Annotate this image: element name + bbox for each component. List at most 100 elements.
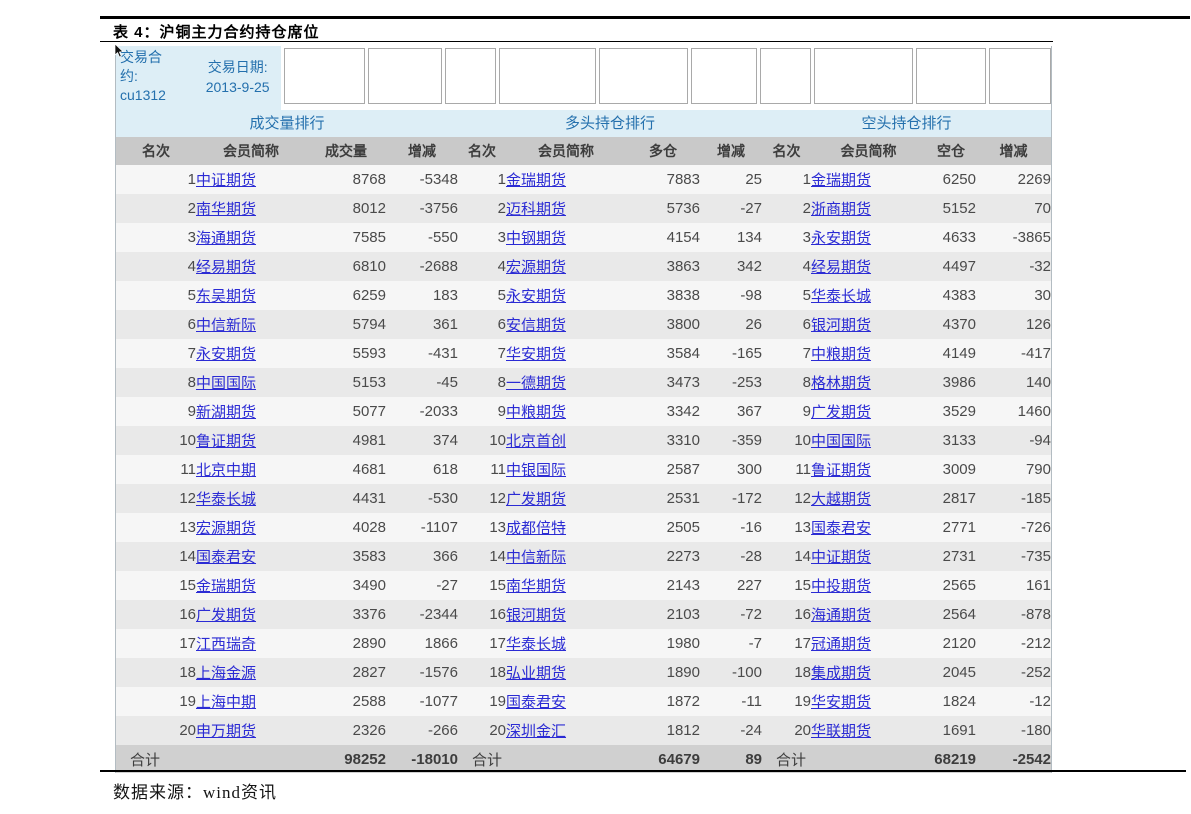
contract-cell: 交易合约: cu1312 (116, 46, 195, 110)
member-link[interactable]: 上海金源 (196, 665, 257, 682)
member-link[interactable]: 银河期货 (506, 607, 567, 624)
member-cell: 鲁证期货 (196, 426, 306, 455)
member-link[interactable]: 中银国际 (506, 462, 567, 479)
member-link[interactable]: 鲁证期货 (196, 433, 257, 450)
member-link[interactable]: 金瑞期货 (196, 578, 257, 595)
member-link[interactable]: 中信新际 (506, 549, 567, 566)
member-link[interactable]: 永安期货 (811, 230, 872, 247)
totals-label: 合计 (130, 751, 161, 769)
member-link[interactable]: 大越期货 (811, 491, 872, 508)
member-link[interactable]: 冠通期货 (811, 636, 872, 653)
member-cell: 中粮期货 (506, 397, 626, 426)
member-link[interactable]: 经易期货 (196, 259, 257, 276)
rank-cell: 12 (794, 490, 811, 507)
member-link[interactable]: 北京中期 (196, 462, 257, 479)
member-link[interactable]: 中粮期货 (506, 404, 567, 421)
member-link[interactable]: 北京首创 (506, 433, 567, 450)
member-link[interactable]: 深圳金汇 (506, 723, 567, 740)
member-link[interactable]: 成都倍特 (506, 520, 567, 537)
member-cell: 中银国际 (506, 455, 626, 484)
empty-cell (760, 48, 811, 104)
member-link[interactable]: 华泰长城 (196, 491, 257, 508)
value-cell: 3376 (352, 606, 386, 623)
member-link[interactable]: 南华期货 (506, 578, 567, 595)
member-link[interactable]: 永安期货 (506, 288, 567, 305)
member-link[interactable]: 国泰君安 (506, 694, 567, 711)
bottom-rule (100, 770, 1186, 772)
member-link[interactable]: 中钢期货 (506, 230, 567, 247)
value-cell: 3800 (666, 316, 700, 333)
member-link[interactable]: 申万期货 (196, 723, 257, 740)
member-link[interactable]: 永安期货 (196, 346, 257, 363)
empty-cell (989, 48, 1051, 104)
member-link[interactable]: 一德期货 (506, 375, 567, 392)
table-row: 9 新湖期货 5077 -2033 9 中粮期货 3342 367 9 广发期货 3529 1460 (116, 397, 1051, 426)
member-link[interactable]: 弘业期货 (506, 665, 567, 682)
member-link[interactable]: 集成期货 (811, 665, 872, 682)
member-link[interactable]: 银河期货 (811, 317, 872, 334)
value-cell: 6259 (352, 287, 386, 304)
member-link[interactable]: 金瑞期货 (506, 172, 567, 189)
section-header-long: 多头持仓排行 (564, 115, 655, 132)
value-cell: -359 (731, 432, 762, 449)
member-link[interactable]: 金瑞期货 (811, 172, 872, 189)
member-link[interactable]: 华安期货 (506, 346, 567, 363)
member-link[interactable]: 鲁证期货 (811, 462, 872, 479)
member-link[interactable]: 中国国际 (196, 375, 257, 392)
member-cell: 东吴期货 (196, 281, 306, 310)
value-cell: 4497 (942, 258, 976, 275)
member-link[interactable]: 东吴期货 (196, 288, 257, 305)
rank-cell: 2 (802, 200, 811, 217)
member-cell: 中钢期货 (506, 223, 626, 252)
rank-cell: 6 (802, 316, 811, 333)
value-cell: -2344 (419, 606, 458, 623)
member-link[interactable]: 浙商期货 (811, 201, 872, 218)
member-link[interactable]: 广发期货 (506, 491, 567, 508)
member-link[interactable]: 中信新际 (196, 317, 257, 334)
member-link[interactable]: 宏源期货 (506, 259, 567, 276)
member-link[interactable]: 格林期货 (811, 375, 872, 392)
member-cell: 宏源期货 (196, 513, 306, 542)
rank-cell: 14 (794, 548, 811, 565)
table-row: 15 金瑞期货 3490 -27 15 南华期货 2143 227 15 中投期货 2565 161 (116, 571, 1051, 600)
member-link[interactable]: 宏源期货 (196, 520, 257, 537)
member-link[interactable]: 迈科期货 (506, 201, 567, 218)
value-cell: 3133 (942, 432, 976, 449)
member-link[interactable]: 海通期货 (811, 607, 872, 624)
member-link[interactable]: 中证期货 (811, 549, 872, 566)
member-link[interactable]: 华泰长城 (506, 636, 567, 653)
value-cell: 2143 (666, 577, 700, 594)
table-row: 6 中信新际 5794 361 6 安信期货 3800 26 6 银河期货 4370 126 (116, 310, 1051, 339)
member-link[interactable]: 华安期货 (811, 694, 872, 711)
member-link[interactable]: 中粮期货 (811, 346, 872, 363)
value-cell: 2771 (942, 519, 976, 536)
member-link[interactable]: 安信期货 (506, 317, 567, 334)
value-cell: 227 (736, 577, 762, 594)
value-cell: 2564 (942, 606, 976, 623)
member-link[interactable]: 南华期货 (196, 201, 257, 218)
rank-cell: 5 (187, 287, 196, 304)
contract-value: cu1312 (120, 87, 166, 103)
member-link[interactable]: 江西瑞奇 (196, 636, 257, 653)
table-row: 1 中证期货 8768 -5348 1 金瑞期货 7883 25 1 金瑞期货 6250 2269 (116, 165, 1051, 194)
rank-cell: 4 (802, 258, 811, 275)
member-link[interactable]: 华联期货 (811, 723, 872, 740)
member-cell: 江西瑞奇 (196, 629, 306, 658)
member-link[interactable]: 中证期货 (196, 172, 257, 189)
member-link[interactable]: 国泰君安 (811, 520, 872, 537)
member-link[interactable]: 海通期货 (196, 230, 257, 247)
member-cell: 迈科期货 (506, 194, 626, 223)
member-link[interactable]: 中国国际 (811, 433, 872, 450)
empty-cell (284, 48, 365, 104)
member-link[interactable]: 上海中期 (196, 694, 257, 711)
member-link[interactable]: 中投期货 (811, 578, 872, 595)
value-cell: 2045 (942, 664, 976, 681)
value-cell: 5077 (352, 403, 386, 420)
member-link[interactable]: 广发期货 (811, 404, 872, 421)
member-link[interactable]: 广发期货 (196, 607, 257, 624)
member-link[interactable]: 国泰君安 (196, 549, 257, 566)
member-link[interactable]: 华泰长城 (811, 288, 872, 305)
member-link[interactable]: 经易期货 (811, 259, 872, 276)
rank-cell: 7 (802, 345, 811, 362)
member-link[interactable]: 新湖期货 (196, 404, 257, 421)
